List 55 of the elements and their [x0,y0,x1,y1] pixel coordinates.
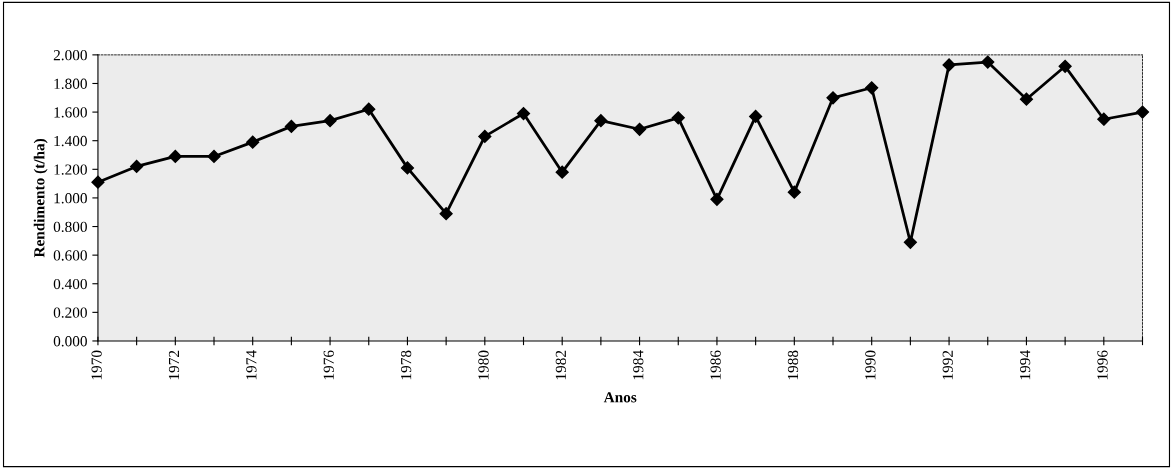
point [632,122,647,136]
point [1097,112,1111,126]
point [246,135,260,149]
x-tick-label: 1990 [865,350,876,380]
x-tick-label: 1992 [942,350,953,380]
y-tick-label: 1.200 [54,164,87,175]
point [942,58,956,72]
x-tick-label: 1980 [478,350,489,380]
point [710,192,724,206]
point [439,207,453,221]
x-tick-label: 1974 [246,350,257,380]
point [284,119,298,133]
x-tick-label: 1984 [633,350,644,380]
x-axis-title: Anos [603,392,637,403]
point [130,159,144,174]
point [671,111,685,125]
point [478,129,492,143]
x-tick-label: 1994 [1020,350,1031,380]
x-tick-label: 1978 [400,350,412,380]
point [516,106,531,121]
x-tick-label: 1986 [710,350,721,380]
y-tick-label: 0.000 [53,336,87,347]
point [168,149,182,164]
x-tick-label: 1972 [168,350,180,380]
point [400,161,415,175]
point [787,185,801,199]
point [1135,105,1150,119]
point [903,235,917,249]
x-tick-label: 1996 [1097,350,1108,380]
point [1019,92,1034,106]
y-tick-label: 1.000 [54,193,87,204]
point [323,114,337,128]
x-tick-label: 1976 [323,350,334,380]
point [981,55,995,69]
y-axis-title: Rendimento (t/ha) [33,138,48,258]
y-tick-label: 0.600 [53,250,87,261]
y-tick-label: 2.000 [53,50,87,61]
x-tick-label: 1982 [555,350,567,380]
point [362,102,376,116]
y-tick-label: 0.400 [53,278,87,290]
point [555,165,569,179]
y-tick-label: 1.600 [54,107,87,118]
y-tick-label: 0.800 [53,221,87,233]
x-tick-label: 1988 [787,350,799,380]
y-tick-label: 1.400 [54,135,87,147]
point [91,175,105,189]
x-tick-label: 1970 [91,350,102,380]
point [865,81,879,95]
point [826,91,840,105]
y-tick-label: 0.200 [53,307,87,318]
point [1058,59,1072,73]
point [749,109,763,123]
y-tick-label: 1.800 [54,78,87,89]
point [207,149,221,164]
point [594,114,608,128]
